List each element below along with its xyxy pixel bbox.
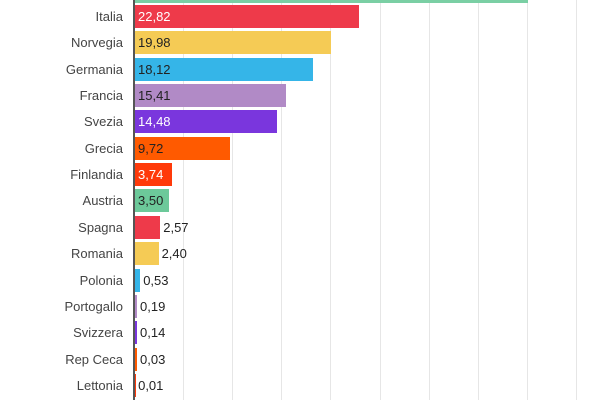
bar-row: Lettonia 0,01 — [0, 374, 600, 397]
value-label: 2,40 — [161, 246, 187, 261]
gridline — [576, 0, 577, 400]
value-label: 14,48 — [138, 114, 171, 129]
bar — [135, 31, 332, 54]
value-label: 15,41 — [138, 88, 171, 103]
bar-row: Svezia 14,48 — [0, 110, 600, 133]
bar-row: Grecia 9,72 — [0, 137, 600, 160]
bar — [135, 58, 313, 81]
bar — [135, 216, 161, 239]
category-label: Austria — [82, 193, 123, 208]
value-label: 0,01 — [138, 378, 164, 393]
bar — [135, 269, 141, 292]
category-label: Svizzera — [73, 325, 123, 340]
gridline — [527, 0, 528, 400]
bar — [135, 5, 360, 28]
bar — [135, 163, 172, 186]
category-label: Germania — [65, 62, 123, 77]
category-label: Rep Ceca — [65, 352, 123, 367]
gridline — [429, 0, 430, 400]
category-label: Finlandia — [70, 167, 123, 182]
bar — [135, 110, 278, 133]
bar-row: Polonia 0,53 — [0, 269, 600, 292]
gridline — [281, 0, 282, 400]
bar — [135, 84, 287, 107]
bar — [135, 295, 137, 318]
bar-row: Francia 15,41 — [0, 84, 600, 107]
bar-row: Svizzera 0,14 — [0, 321, 600, 344]
gridline — [232, 0, 233, 400]
bar-row: Finlandia 3,74 — [0, 163, 600, 186]
category-label: Spagna — [78, 220, 123, 235]
value-label: 0,14 — [140, 325, 166, 340]
bar — [135, 189, 170, 212]
bar — [135, 321, 137, 344]
bar — [135, 348, 137, 371]
category-label: Grecia — [84, 141, 123, 156]
category-label: Polonia — [79, 273, 123, 288]
category-label: Portogallo — [64, 299, 123, 314]
value-label: 3,50 — [138, 193, 164, 208]
bar-row: Austria 3,50 — [0, 189, 600, 212]
bar-row: Norvegia 19,98 — [0, 31, 600, 54]
value-label: 9,72 — [138, 141, 164, 156]
bar-row: Rep Ceca 0,03 — [0, 348, 600, 371]
bar-row: Italia 22,82 — [0, 5, 600, 28]
value-label: 18,12 — [138, 62, 171, 77]
bar-row: Spagna 2,57 — [0, 216, 600, 239]
value-label: 0,53 — [143, 273, 169, 288]
value-label: 3,74 — [138, 167, 164, 182]
bar — [135, 137, 231, 160]
category-label: Italia — [95, 9, 123, 24]
value-label: 19,98 — [138, 35, 171, 50]
bar-row: Germania 18,12 — [0, 58, 600, 81]
value-label: 22,82 — [138, 9, 171, 24]
gridline — [380, 0, 381, 400]
gridline — [330, 0, 331, 400]
gridline — [478, 0, 479, 400]
category-label: Lettonia — [76, 378, 123, 393]
bar-row: Romania 2,40 — [0, 242, 600, 265]
category-label: Romania — [70, 246, 123, 261]
category-label: Norvegia — [70, 35, 123, 50]
value-label: 2,57 — [163, 220, 189, 235]
gridline — [183, 0, 184, 400]
bar-row: Portogallo 0,19 — [0, 295, 600, 318]
category-label: Svezia — [83, 114, 123, 129]
truncated-top-bar — [135, 0, 528, 3]
value-label: 0,19 — [140, 299, 166, 314]
value-label: 0,03 — [140, 352, 166, 367]
bar — [135, 242, 159, 265]
category-label: Francia — [79, 88, 123, 103]
y-axis-line — [133, 0, 135, 400]
